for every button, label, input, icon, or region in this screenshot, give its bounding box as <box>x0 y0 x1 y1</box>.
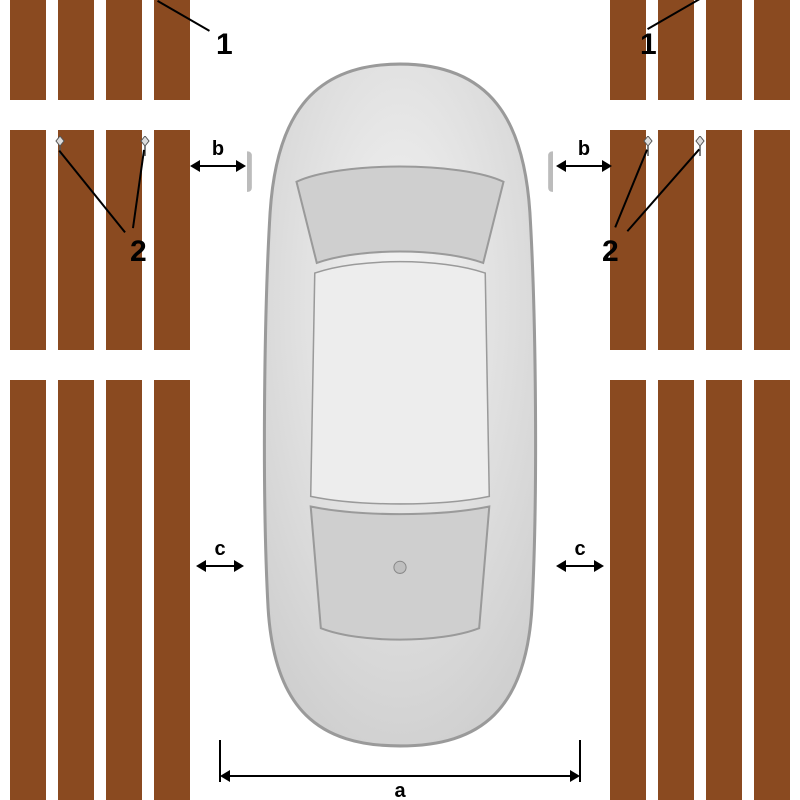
pin-left-1 <box>140 136 150 156</box>
dim-label-a: a <box>394 780 405 800</box>
mat-panel-left-1 <box>10 130 190 350</box>
c1_left: 1 <box>216 28 233 62</box>
mat-panel-left-2 <box>10 380 190 800</box>
dim-a: a <box>220 770 580 782</box>
c2_left: 2 <box>130 235 147 269</box>
dim-label-c_left: c <box>214 538 225 561</box>
c2_right: 2 <box>602 235 619 269</box>
dim-label-b_left: b <box>212 138 224 161</box>
c1_right: 1 <box>640 28 657 62</box>
mat-panel-left-0 <box>10 0 190 100</box>
dim-label-b_right: b <box>578 138 590 161</box>
calibration-diagram: 1122bbcca <box>0 0 800 800</box>
dim-b_right: b <box>556 160 612 172</box>
mat-panel-right-1 <box>610 130 790 350</box>
mat-panel-right-2 <box>610 380 790 800</box>
vehicle-top-view <box>247 60 553 750</box>
dim-label-c_right: c <box>574 538 585 561</box>
dim-c_left: c <box>196 560 244 572</box>
dim-c_right: c <box>556 560 604 572</box>
dim-b_left: b <box>190 160 246 172</box>
mat-panel-right-0 <box>610 0 790 100</box>
